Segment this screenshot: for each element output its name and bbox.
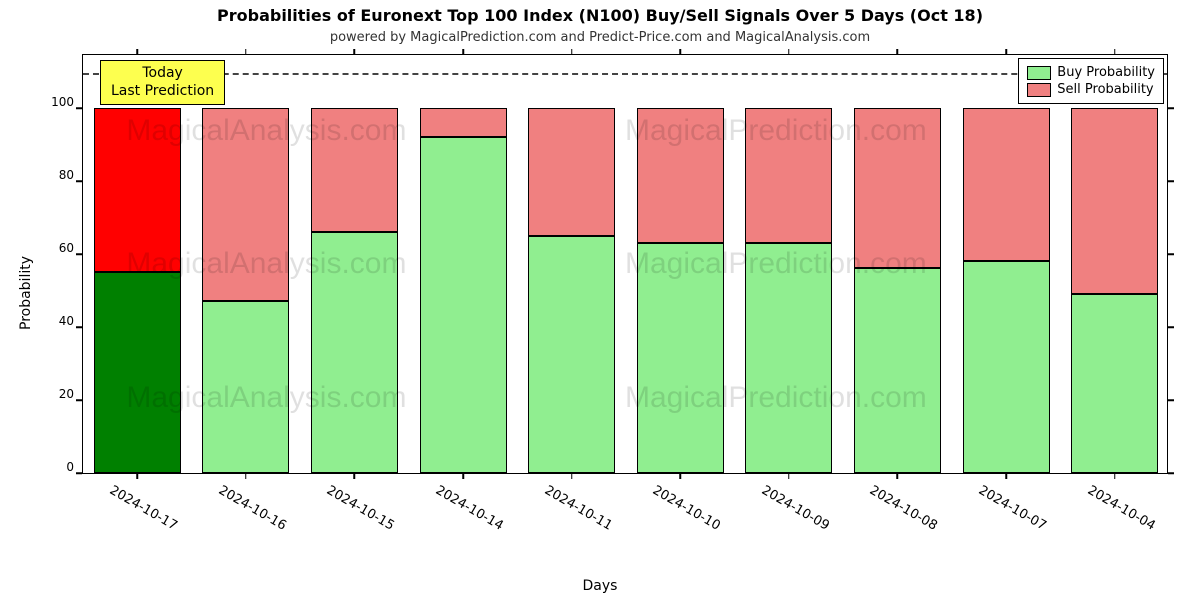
bar-slot: 2024-10-14 [420,55,507,473]
ytick-mark [1168,326,1174,328]
xtick-mark [137,473,139,479]
chart-subtitle: powered by MagicalPrediction.com and Pre… [0,30,1200,45]
ytick-mark [76,180,82,182]
buy-bar [311,232,398,473]
sell-bar [745,108,832,243]
xtick-mark [897,49,899,55]
buy-bar [420,137,507,473]
bar-slot: 2024-10-17 [94,55,181,473]
xtick-label: 2024-10-09 [759,483,832,534]
today-annotation: Today Last Prediction [100,60,225,105]
legend-label-buy: Buy Probability [1057,65,1155,80]
xtick-mark [680,49,682,55]
legend-item-sell: Sell Probability [1027,82,1155,97]
ytick-mark [1168,180,1174,182]
buy-bar [854,268,941,473]
ytick-mark [76,253,82,255]
chart-title: Probabilities of Euronext Top 100 Index … [0,6,1200,25]
xtick-label: 2024-10-17 [107,483,180,534]
sell-bar [854,108,941,269]
xtick-mark [571,473,573,479]
ytick-mark [1168,107,1174,109]
xtick-label: 2024-10-07 [976,483,1049,534]
plot-area: 2024-10-172024-10-16 2024-10-15 2024-10-14… [82,54,1168,474]
xtick-label: 2024-10-14 [433,483,506,534]
xtick-label: 2024-10-04 [1085,483,1158,534]
buy-bar [963,261,1050,473]
sell-bar [420,108,507,137]
sell-bar [1071,108,1158,294]
sell-bar [963,108,1050,261]
xtick-mark [788,49,790,55]
bar-slot: 2024-10-08 [854,55,941,473]
xtick-mark [680,473,682,479]
bar-slot: 2024-10-16 [202,55,289,473]
xtick-mark [1114,49,1116,55]
xtick-mark [788,473,790,479]
sell-bar [202,108,289,302]
sell-bar [311,108,398,232]
buy-bar [528,236,615,473]
bar-slot: 2024-10-04 [1071,55,1158,473]
xtick-label: 2024-10-10 [650,483,723,534]
bar-slot: 2024-10-09 [745,55,832,473]
x-axis-label: Days [0,578,1200,594]
xtick-mark [245,473,247,479]
xtick-mark [897,473,899,479]
sell-bar [94,108,181,272]
buy-bar [1071,294,1158,473]
buy-bar [745,243,832,473]
xtick-mark [1005,473,1007,479]
ytick-mark [1168,253,1174,255]
bar-slot: 2024-10-15 [311,55,398,473]
bar-slot: 2024-10-10 [637,55,724,473]
ytick-mark [1168,399,1174,401]
ytick-mark [76,326,82,328]
ytick-mark [76,399,82,401]
ytick-mark [1168,473,1174,475]
xtick-mark [1114,473,1116,479]
xtick-mark [245,49,247,55]
ytick-mark [76,107,82,109]
legend: Buy Probability Sell Probability [1018,58,1164,104]
bars-container: 2024-10-172024-10-16 2024-10-15 2024-10-14… [83,55,1167,473]
bar-slot: 2024-10-07 [963,55,1050,473]
xtick-mark [1005,49,1007,55]
buy-bar [202,301,289,473]
xtick-label: 2024-10-08 [867,483,940,534]
xtick-label: 2024-10-11 [542,483,615,534]
chart-figure: Probabilities of Euronext Top 100 Index … [0,0,1200,600]
today-annotation-line1: Today [111,65,214,83]
ytick-mark [76,473,82,475]
legend-item-buy: Buy Probability [1027,65,1155,80]
xtick-mark [462,473,464,479]
xtick-mark [571,49,573,55]
buy-bar [94,272,181,473]
xtick-label: 2024-10-16 [216,483,289,534]
xtick-mark [354,49,356,55]
bar-slot: 2024-10-11 [528,55,615,473]
legend-swatch-sell [1027,83,1051,97]
y-axis-label: Probability [18,256,34,330]
xtick-mark [354,473,356,479]
legend-label-sell: Sell Probability [1057,82,1153,97]
xtick-mark [462,49,464,55]
xtick-mark [137,49,139,55]
sell-bar [528,108,615,236]
sell-bar [637,108,724,243]
buy-bar [637,243,724,473]
legend-swatch-buy [1027,66,1051,80]
today-annotation-line2: Last Prediction [111,83,214,101]
xtick-label: 2024-10-15 [324,483,397,534]
